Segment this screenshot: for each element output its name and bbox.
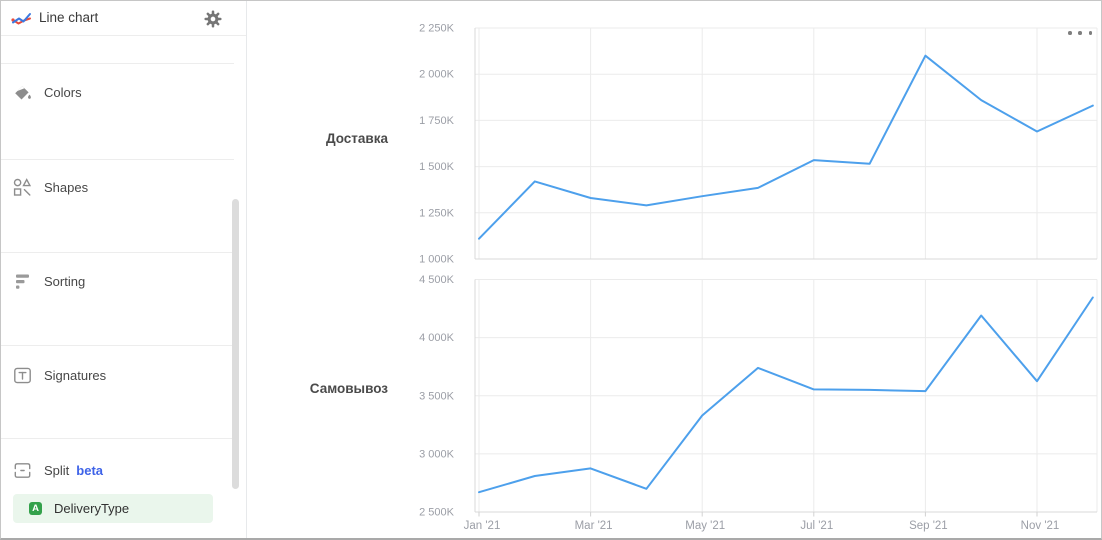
y-tick-label: 2 250K bbox=[419, 23, 455, 35]
sorting-icon bbox=[16, 274, 29, 289]
field-label: DeliveryType bbox=[54, 501, 130, 516]
x-tick-label: Sep '21 bbox=[909, 520, 948, 532]
chart-panel: 1 000K 1 250K 1 500K 1 750K 2 000K 2 250K 2 50… bbox=[247, 1, 1101, 538]
x-tick-label: Mar '21 bbox=[575, 520, 613, 532]
split-field-deliverytype[interactable]: A DeliveryType bbox=[13, 494, 213, 523]
sidebar-item-label: Colors bbox=[44, 85, 82, 100]
section-divider bbox=[1, 252, 234, 253]
y-tick-label: 4 000K bbox=[419, 332, 455, 344]
split-label: Split bbox=[44, 463, 70, 478]
beta-badge: beta bbox=[76, 463, 104, 478]
x-tick-label: Nov '21 bbox=[1021, 520, 1060, 532]
sidebar-item-sorting[interactable]: Sorting bbox=[1, 270, 234, 294]
section-divider bbox=[1, 159, 234, 160]
shapes-icon bbox=[13, 178, 32, 196]
line-chart-icon bbox=[11, 13, 31, 25]
ellipsis-menu[interactable] bbox=[1068, 28, 1092, 38]
y-tick-label: 3 500K bbox=[419, 390, 455, 402]
sidebar-item-shapes[interactable]: Shapes bbox=[1, 176, 234, 200]
x-tick-label: May '21 bbox=[685, 520, 725, 532]
y-tick-label: 2 500K bbox=[419, 507, 455, 519]
chart-type-title: Line chart bbox=[39, 10, 99, 25]
sidebar-item-label: Sorting bbox=[44, 274, 86, 289]
sidebar-item-label: Split beta bbox=[44, 459, 103, 482]
paint-bucket-icon bbox=[15, 86, 31, 100]
y-tick-label: 1 750K bbox=[419, 115, 455, 127]
y-tick-label: 1 000K bbox=[419, 254, 455, 266]
y-tick-label: 3 000K bbox=[419, 448, 455, 460]
y-tick-label: 1 250K bbox=[419, 207, 455, 219]
section-divider bbox=[1, 63, 234, 64]
section-divider bbox=[1, 345, 234, 346]
section-divider bbox=[1, 438, 234, 439]
sidebar-item-label: Shapes bbox=[44, 180, 89, 195]
settings-sidebar: Line chart bbox=[1, 1, 247, 538]
series-line-1 bbox=[478, 296, 1094, 494]
sidebar-item-signatures[interactable]: Signatures bbox=[1, 364, 234, 388]
y-tick-label: 4 500K bbox=[419, 274, 455, 286]
x-tick-label: Jul '21 bbox=[800, 520, 833, 532]
signature-icon bbox=[14, 367, 31, 384]
x-tick-label: Jan '21 bbox=[464, 520, 501, 532]
chart-canvas: 1 000K 1 250K 1 500K 1 750K 2 000K 2 250K 2 50… bbox=[419, 23, 1098, 532]
split-icon bbox=[14, 463, 31, 478]
gear-icon-glyph bbox=[204, 10, 222, 28]
sidebar-header: Line chart bbox=[1, 1, 246, 36]
sidebar-scrollbar[interactable] bbox=[232, 199, 239, 489]
gear-icon[interactable] bbox=[204, 10, 222, 28]
field-type-badge: A bbox=[29, 502, 42, 515]
sidebar-item-colors[interactable]: Colors bbox=[1, 81, 234, 105]
y-tick-label: 2 000K bbox=[419, 69, 455, 81]
chart-row-label-top: Доставка bbox=[325, 131, 388, 146]
series-line-0 bbox=[478, 54, 1094, 240]
y-tick-label: 1 500K bbox=[419, 161, 455, 173]
sidebar-item-label: Signatures bbox=[44, 368, 107, 383]
chart-row-label-bottom: Самовывоз bbox=[309, 381, 388, 396]
sidebar-item-split[interactable]: Split beta bbox=[1, 459, 234, 483]
